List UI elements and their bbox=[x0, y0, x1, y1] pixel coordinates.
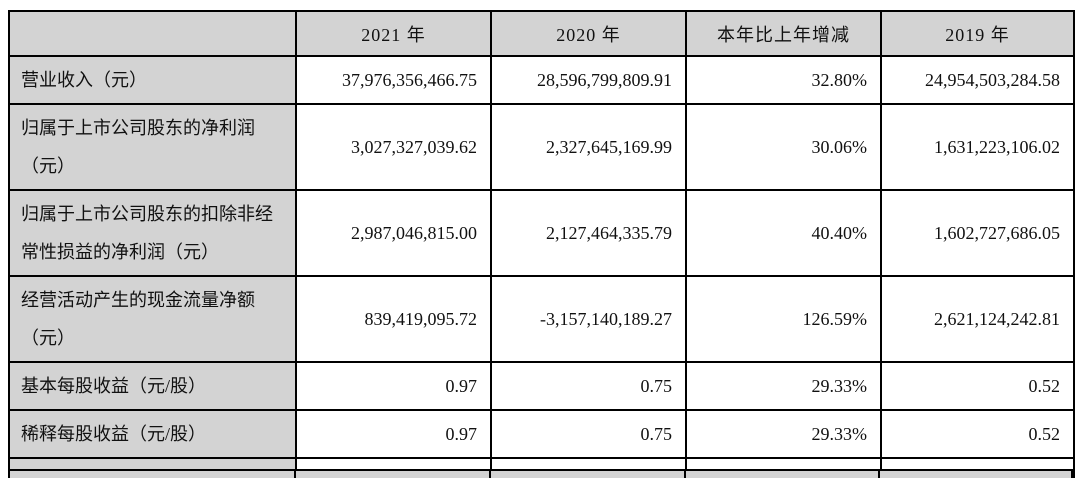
row-label: 归属于上市公司股东的扣除非经常性损益的净利润（元） bbox=[8, 189, 297, 277]
cell-value: 32.80% bbox=[685, 55, 882, 105]
cell-value: 3,027,327,039.62 bbox=[295, 103, 492, 191]
partial-cell bbox=[10, 471, 295, 478]
cell-value: 1,631,223,106.02 bbox=[880, 103, 1075, 191]
cell-value: -3,157,140,189.27 bbox=[490, 275, 687, 363]
row-label: 经营活动产生的现金流量净额（元） bbox=[8, 275, 297, 363]
header-blank-cell bbox=[8, 10, 297, 57]
cell-value: 29.33% bbox=[685, 409, 882, 459]
table-header: 2021 年 2020 年 本年比上年增减 2019 年 bbox=[8, 10, 1075, 57]
financial-summary-table: 2021 年 2020 年 本年比上年增减 2019 年 营业收入（元） 37,9… bbox=[8, 10, 1075, 478]
cell-value: 2,987,046,815.00 bbox=[295, 189, 492, 277]
header-row: 2021 年 2020 年 本年比上年增减 2019 年 bbox=[8, 10, 1075, 57]
cell-value: 0.75 bbox=[490, 361, 687, 411]
cell-value: 0.97 bbox=[295, 361, 492, 411]
table-row: 稀释每股收益（元/股） 0.97 0.75 29.33% 0.52 bbox=[8, 409, 1075, 459]
cell-value: 0.52 bbox=[880, 409, 1075, 459]
cell-value: 2,127,464,335.79 bbox=[490, 189, 687, 277]
cell-value: 0.52 bbox=[880, 361, 1075, 411]
cell-value: 0.75 bbox=[490, 409, 687, 459]
cell-value: 2,621,124,242.81 bbox=[880, 275, 1075, 363]
cell-value: 1,602,727,686.05 bbox=[880, 189, 1075, 277]
cell-value: 24,954,503,284.58 bbox=[880, 55, 1075, 105]
table-body: 营业收入（元） 37,976,356,466.75 28,596,799,809.9… bbox=[8, 55, 1075, 478]
cell-value: 30.06% bbox=[685, 103, 882, 191]
cell-value: 40.40% bbox=[685, 189, 882, 277]
header-yoy-change: 本年比上年增减 bbox=[685, 10, 882, 57]
cell-value: 2,327,645,169.99 bbox=[490, 103, 687, 191]
header-year-2021: 2021 年 bbox=[295, 10, 492, 57]
header-year-2019: 2019 年 bbox=[880, 10, 1075, 57]
table-row: 基本每股收益（元/股） 0.97 0.75 29.33% 0.52 bbox=[8, 361, 1075, 411]
cell-value: 126.59% bbox=[685, 275, 882, 363]
cell-value: 37,976,356,466.75 bbox=[295, 55, 492, 105]
table-row: 归属于上市公司股东的净利润（元） 3,027,327,039.62 2,327,64… bbox=[8, 103, 1075, 191]
table-row: 营业收入（元） 37,976,356,466.75 28,596,799,809.9… bbox=[8, 55, 1075, 105]
row-label: 归属于上市公司股东的净利润（元） bbox=[8, 103, 297, 191]
partial-cell bbox=[489, 471, 684, 478]
row-label: 稀释每股收益（元/股） bbox=[8, 409, 297, 459]
next-row-partial bbox=[8, 469, 1073, 478]
row-label: 基本每股收益（元/股） bbox=[8, 361, 297, 411]
partial-cell bbox=[878, 471, 1072, 478]
table-row: 归属于上市公司股东的扣除非经常性损益的净利润（元） 2,987,046,815.0… bbox=[8, 189, 1075, 277]
header-year-2020: 2020 年 bbox=[490, 10, 687, 57]
cell-value: 0.97 bbox=[295, 409, 492, 459]
partial-cell bbox=[683, 471, 879, 478]
cell-value: 29.33% bbox=[685, 361, 882, 411]
cell-value: 839,419,095.72 bbox=[295, 275, 492, 363]
row-label: 营业收入（元） bbox=[8, 55, 297, 105]
partial-cell bbox=[294, 471, 490, 478]
table-row: 经营活动产生的现金流量净额（元） 839,419,095.72 -3,157,140… bbox=[8, 275, 1075, 363]
cell-value: 28,596,799,809.91 bbox=[490, 55, 687, 105]
